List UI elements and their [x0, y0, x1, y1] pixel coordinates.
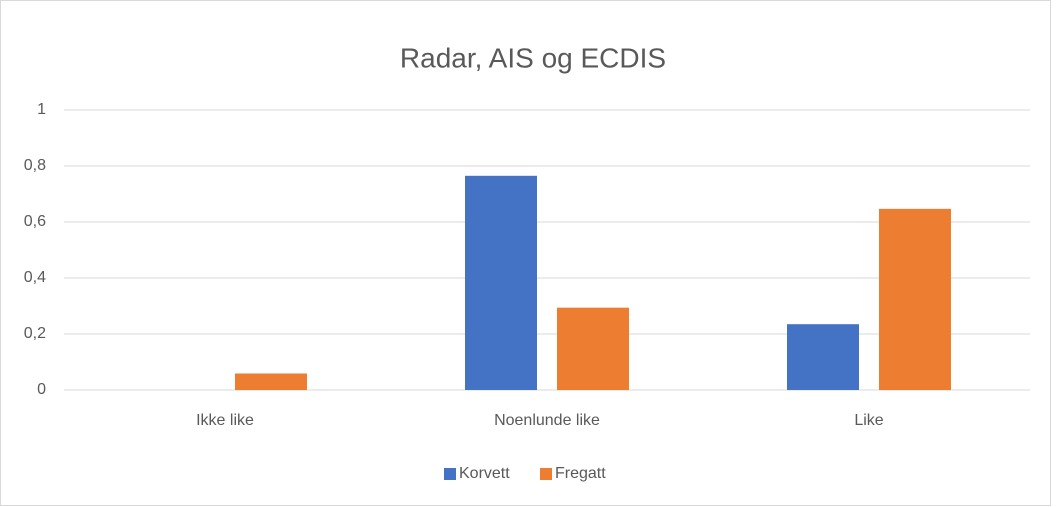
bar — [465, 175, 537, 390]
bar — [879, 208, 951, 390]
y-tick-label: 1 — [37, 101, 46, 118]
bar — [235, 373, 307, 390]
legend-label: Korvett — [459, 465, 510, 482]
legend-swatch — [444, 468, 456, 480]
bar — [557, 307, 629, 390]
legend-swatch — [540, 468, 552, 480]
y-tick-label: 0,2 — [24, 325, 46, 342]
y-tick-label: 0,4 — [24, 269, 46, 286]
legend-label: Fregatt — [555, 465, 606, 482]
chart-title: Radar, AIS og ECDIS — [400, 42, 666, 73]
y-tick-label: 0,8 — [24, 157, 46, 174]
x-tick-label: Ikke like — [196, 412, 254, 429]
x-tick-label: Noenlunde like — [494, 412, 600, 429]
y-tick-label: 0,6 — [24, 213, 46, 230]
bar — [787, 324, 859, 390]
y-tick-label: 0 — [37, 381, 46, 398]
x-tick-label: Like — [854, 412, 883, 429]
